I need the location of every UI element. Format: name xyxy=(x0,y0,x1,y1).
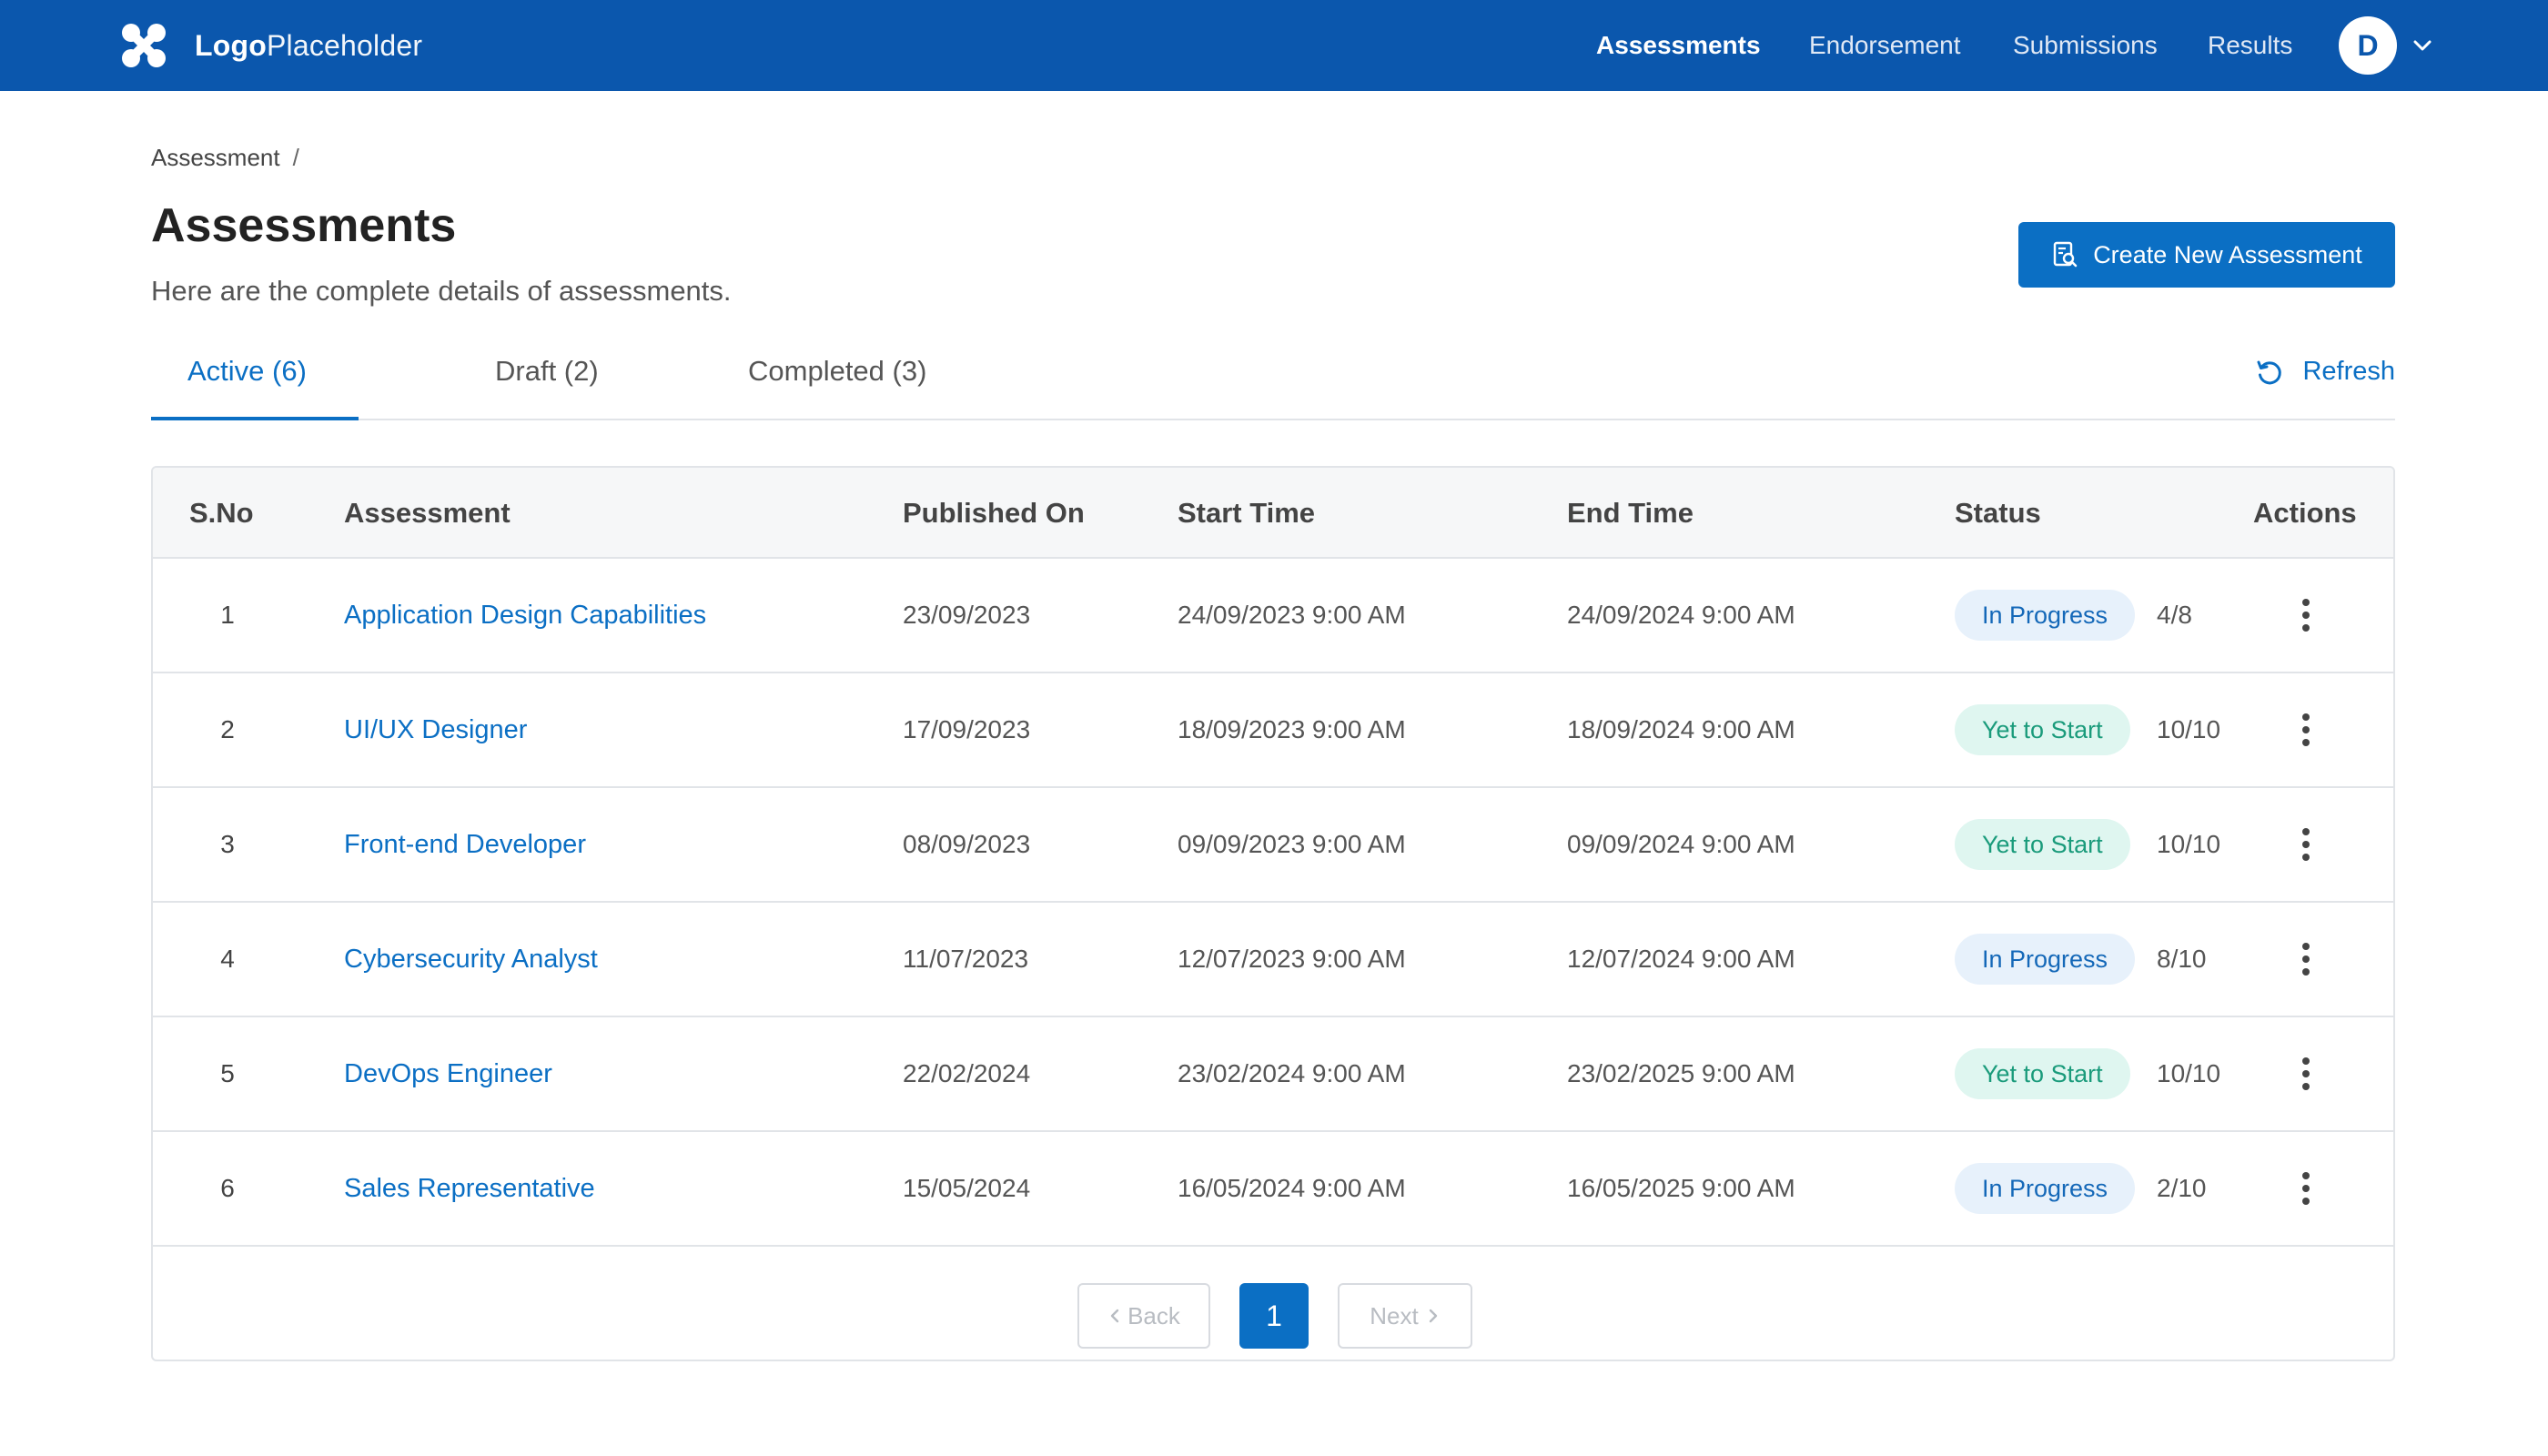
status-badge: In Progress xyxy=(1955,590,2136,641)
chevron-left-icon xyxy=(1110,1309,1119,1323)
assessment-name-link[interactable]: Front-end Developer xyxy=(344,830,586,859)
kebab-menu-icon[interactable] xyxy=(2288,710,2324,750)
header-actions: Actions xyxy=(2253,497,2357,529)
kebab-menu-icon[interactable] xyxy=(2288,939,2324,979)
progress-count: 4/8 xyxy=(2157,601,2192,629)
end-time-value: 18/09/2024 9:00 AM xyxy=(1567,715,1795,743)
progress-count: 10/10 xyxy=(2157,715,2221,743)
status-badge: Yet to Start xyxy=(1955,704,2130,755)
status-badge: Yet to Start xyxy=(1955,1048,2130,1099)
start-time-value: 23/02/2024 9:00 AM xyxy=(1178,1059,1406,1087)
assessments-table: S.No Assessment Published On Start Time … xyxy=(151,466,2395,1361)
kebab-menu-icon[interactable] xyxy=(2288,595,2324,635)
progress-count: 2/10 xyxy=(2157,1174,2207,1202)
tab-active[interactable]: Active (6) xyxy=(187,355,307,387)
table-row: 4 Cybersecurity Analyst 11/07/2023 12/07/20… xyxy=(153,903,2393,1017)
status-badge: Yet to Start xyxy=(1955,819,2130,870)
row-sno: 3 xyxy=(220,830,235,858)
tab-completed[interactable]: Completed (3) xyxy=(748,355,927,387)
create-new-assessment-button[interactable]: Create New Assessment xyxy=(2018,222,2395,288)
next-label: Next xyxy=(1370,1301,1419,1330)
avatar[interactable]: D xyxy=(2339,16,2397,75)
pagination: Back 1 Next xyxy=(153,1252,2393,1360)
published-on-value: 22/02/2024 xyxy=(903,1059,1031,1087)
row-sno: 6 xyxy=(220,1174,235,1202)
page-number-current[interactable]: 1 xyxy=(1239,1283,1309,1349)
row-sno: 1 xyxy=(220,601,235,629)
assessment-name-link[interactable]: DevOps Engineer xyxy=(344,1059,552,1088)
row-sno: 4 xyxy=(220,945,235,973)
start-time-value: 09/09/2023 9:00 AM xyxy=(1178,830,1406,858)
back-label: Back xyxy=(1127,1301,1180,1330)
logo-text: LogoPlaceholder xyxy=(195,28,423,62)
page-title: Assessments xyxy=(151,199,457,252)
status-badge: In Progress xyxy=(1955,934,2136,985)
published-on-value: 17/09/2023 xyxy=(903,715,1031,743)
end-time-value: 16/05/2025 9:00 AM xyxy=(1567,1174,1795,1202)
refresh-button[interactable]: Refresh xyxy=(2255,357,2395,387)
nav-results[interactable]: Results xyxy=(2208,31,2293,59)
row-sno: 5 xyxy=(220,1059,235,1087)
start-time-value: 12/07/2023 9:00 AM xyxy=(1178,945,1406,973)
assessment-name-link[interactable]: Cybersecurity Analyst xyxy=(344,945,598,974)
table-header: S.No Assessment Published On Start Time … xyxy=(153,468,2393,559)
published-on-value: 08/09/2023 xyxy=(903,830,1031,858)
status-badge: In Progress xyxy=(1955,1163,2136,1214)
kebab-menu-icon[interactable] xyxy=(2288,1054,2324,1094)
logo-mark-icon xyxy=(122,24,166,67)
start-time-value: 24/09/2023 9:00 AM xyxy=(1178,601,1406,629)
header-start-time: Start Time xyxy=(1178,497,1316,529)
tab-draft[interactable]: Draft (2) xyxy=(495,355,599,387)
breadcrumb: Assessment / xyxy=(151,144,299,172)
progress-count: 10/10 xyxy=(2157,1059,2221,1087)
table-row: 2 UI/UX Designer 17/09/2023 18/09/2023 9:00… xyxy=(153,673,2393,788)
document-search-icon xyxy=(2053,241,2078,268)
kebab-menu-icon[interactable] xyxy=(2288,824,2324,864)
assessment-name-link[interactable]: UI/UX Designer xyxy=(344,715,528,744)
published-on-value: 11/07/2023 xyxy=(903,945,1029,973)
logo[interactable]: LogoPlaceholder xyxy=(118,20,422,71)
header-status: Status xyxy=(1955,497,2041,529)
published-on-value: 23/09/2023 xyxy=(903,601,1031,629)
start-time-value: 16/05/2024 9:00 AM xyxy=(1178,1174,1406,1202)
chevron-right-icon xyxy=(1429,1309,1437,1323)
active-tab-indicator xyxy=(151,417,359,420)
back-button[interactable]: Back xyxy=(1077,1283,1210,1349)
table-row: 5 DevOps Engineer 22/02/2024 23/02/2024 9:0… xyxy=(153,1017,2393,1132)
table-row: 1 Application Design Capabilities 23/09/20… xyxy=(153,559,2393,673)
page-subtitle: Here are the complete details of assessm… xyxy=(151,275,732,307)
progress-count: 8/10 xyxy=(2157,945,2207,973)
nav-submissions[interactable]: Submissions xyxy=(2013,31,2158,59)
assessment-name-link[interactable]: Application Design Capabilities xyxy=(344,601,707,630)
refresh-label: Refresh xyxy=(2302,357,2395,386)
assessment-tabs: Active (6) Draft (2) Completed (3) Refre… xyxy=(151,346,2395,420)
header-assessment: Assessment xyxy=(344,497,511,529)
header-sno: S.No xyxy=(189,497,254,529)
breadcrumb-item[interactable]: Assessment xyxy=(151,144,280,171)
end-time-value: 23/02/2025 9:00 AM xyxy=(1567,1059,1795,1087)
published-on-value: 15/05/2024 xyxy=(903,1174,1031,1202)
row-sno: 2 xyxy=(220,715,235,743)
header-published-on: Published On xyxy=(903,497,1085,529)
next-button[interactable]: Next xyxy=(1338,1283,1472,1349)
end-time-value: 09/09/2024 9:00 AM xyxy=(1567,830,1795,858)
start-time-value: 18/09/2023 9:00 AM xyxy=(1178,715,1406,743)
chevron-down-icon[interactable] xyxy=(2410,33,2435,58)
table-row: 6 Sales Representative 15/05/2024 16/05/202… xyxy=(153,1132,2393,1247)
nav-endorsement[interactable]: Endorsement xyxy=(1809,31,1961,59)
table-row: 3 Front-end Developer 08/09/2023 09/09/2023… xyxy=(153,788,2393,903)
header-end-time: End Time xyxy=(1567,497,1694,529)
refresh-icon xyxy=(2257,360,2282,384)
end-time-value: 12/07/2024 9:00 AM xyxy=(1567,945,1795,973)
progress-count: 10/10 xyxy=(2157,830,2221,858)
create-new-assessment-label: Create New Assessment xyxy=(2093,240,2362,268)
end-time-value: 24/09/2024 9:00 AM xyxy=(1567,601,1795,629)
nav-assessments[interactable]: Assessments xyxy=(1596,31,1761,59)
top-navigation-bar: LogoPlaceholder Assessments Endorsement … xyxy=(0,0,2548,91)
kebab-menu-icon[interactable] xyxy=(2288,1168,2324,1208)
breadcrumb-separator: / xyxy=(292,144,299,171)
assessment-name-link[interactable]: Sales Representative xyxy=(344,1174,595,1203)
